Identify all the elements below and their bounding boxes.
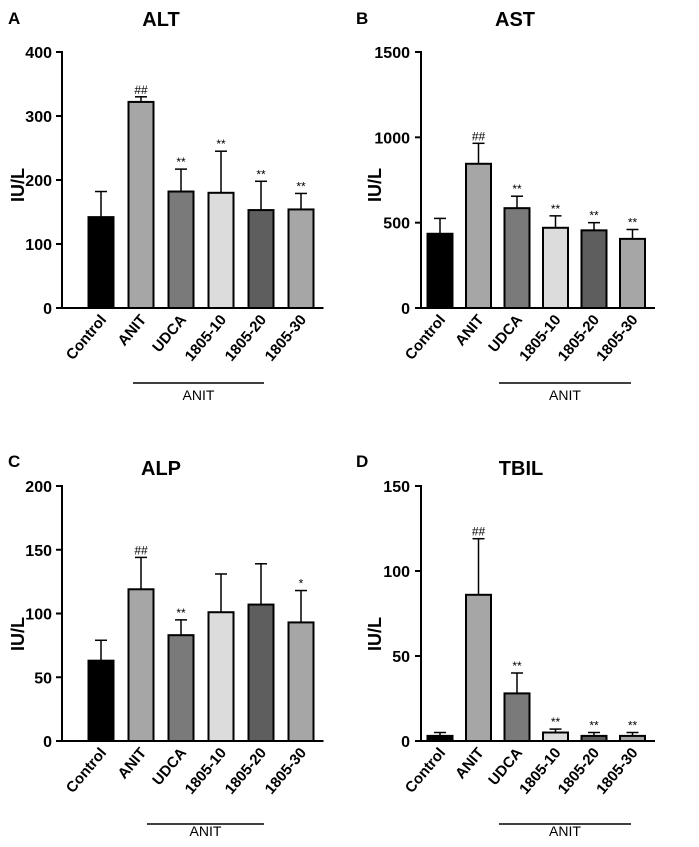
chart-title: ALT [142, 9, 179, 31]
panel-a: A ALT IU/L 0 100 200 300 400 Control ## ANIT ** UDCA… [8, 9, 324, 403]
significance-mark: ** [628, 215, 638, 229]
bar-anit [127, 588, 155, 743]
y-axis-label: IU/L [8, 617, 28, 651]
y-axis-label: IU/L [365, 168, 385, 202]
y-tick-label: 100 [25, 237, 52, 254]
significance-mark: ** [512, 182, 522, 196]
y-tick-label: 0 [43, 734, 52, 751]
bar-1805-30 [619, 237, 646, 310]
significance-mark: ** [628, 719, 638, 733]
y-axis-label: IU/L [8, 168, 28, 202]
y-tick-label: 50 [34, 670, 52, 687]
bar-1805-20 [247, 603, 275, 743]
group-label: ANIT [190, 823, 222, 839]
panel-letter: C [8, 452, 20, 471]
y-axis-label: IU/L [365, 617, 385, 651]
y-tick-label: 100 [383, 564, 410, 581]
panel-d: D TBILIU/L050100150Control##ANIT**UDCA**1… [356, 452, 655, 839]
y-tick-label: 0 [43, 301, 52, 318]
bar-1805-20 [247, 209, 275, 309]
bar-udca [167, 190, 195, 310]
y-tick-label: 100 [25, 607, 52, 624]
x-tick-label: ANIT [452, 312, 488, 350]
bar-control [87, 216, 115, 309]
significance-mark: ** [551, 715, 561, 729]
significance-mark: ** [256, 167, 266, 181]
x-tick-label: Control [63, 312, 110, 364]
bar-1805-10 [207, 611, 235, 742]
significance-mark: * [299, 577, 304, 591]
significance-mark: ** [296, 179, 306, 193]
y-tick-label: 150 [383, 479, 410, 496]
x-tick-label: UDCA [149, 745, 190, 789]
chart-title: ALP [141, 458, 181, 480]
significance-mark: ** [589, 209, 599, 223]
x-tick-label: 1805-30 [262, 745, 310, 798]
panel-letter: B [356, 9, 368, 28]
bar-1805-30 [287, 208, 315, 309]
x-tick-label: UDCA [149, 312, 190, 356]
bar-1805-10 [542, 226, 569, 309]
panel-b: B ASTIU/L050010001500Control##ANIT**UDCA*… [356, 9, 655, 403]
y-tick-label: 400 [25, 45, 52, 62]
y-tick-label: 200 [25, 173, 52, 190]
chart-title: AST [495, 9, 535, 31]
y-tick-label: 200 [25, 479, 52, 496]
significance-mark: ## [472, 129, 486, 143]
bar-control [426, 734, 454, 743]
bar-1805-20 [580, 229, 608, 309]
y-tick-label: 0 [401, 734, 410, 751]
significance-mark: ** [512, 659, 522, 673]
y-tick-label: 300 [25, 109, 52, 126]
significance-mark: ** [551, 202, 561, 216]
y-tick-label: 150 [25, 543, 52, 560]
bar-anit [127, 100, 155, 309]
x-tick-label: 1805-20 [222, 312, 270, 365]
bar-control [426, 232, 454, 309]
panel-letter: D [356, 452, 368, 471]
panel-letter: A [8, 9, 20, 28]
x-tick-label: Control [402, 745, 449, 797]
bar-anit [465, 162, 492, 309]
significance-mark: ## [134, 83, 148, 97]
x-tick-label: 1805-30 [262, 312, 310, 365]
y-tick-label: 1000 [374, 130, 410, 147]
x-tick-label: ANIT [452, 745, 488, 783]
significance-mark: ## [472, 525, 486, 539]
significance-mark: ** [216, 137, 226, 151]
bar-1805-10 [542, 731, 569, 742]
x-tick-label: 1805-10 [182, 745, 230, 798]
x-tick-label: 1805-20 [222, 745, 270, 798]
significance-mark: ** [176, 155, 186, 169]
group-label: ANIT [183, 387, 215, 403]
group-label: ANIT [549, 823, 581, 839]
panel-c: C ALPIU/L050100150200Control##ANIT**UDCA1… [8, 452, 324, 839]
bar-anit [465, 593, 492, 742]
bar-udca [167, 634, 195, 742]
bar-1805-20 [580, 734, 608, 743]
bar-1805-30 [619, 734, 646, 743]
significance-mark: ** [589, 719, 599, 733]
x-tick-label: ANIT [115, 745, 151, 783]
y-tick-label: 0 [401, 301, 410, 318]
significance-mark: ** [176, 606, 186, 620]
x-tick-label: Control [402, 312, 449, 364]
bar-1805-30 [287, 621, 315, 742]
y-tick-label: 1500 [374, 45, 410, 62]
y-tick-label: 50 [392, 649, 410, 666]
significance-mark: ## [134, 543, 148, 557]
x-tick-label: ANIT [115, 312, 151, 350]
chart-title: TBIL [499, 458, 543, 480]
bar-control [87, 659, 115, 742]
x-tick-label: 1805-30 [593, 312, 641, 365]
y-tick-label: 500 [383, 216, 410, 233]
group-label: ANIT [549, 387, 581, 403]
bar-udca [503, 692, 531, 743]
x-tick-label: 1805-30 [593, 745, 641, 798]
bar-1805-10 [207, 191, 235, 309]
bar-udca [503, 207, 531, 309]
x-tick-label: Control [63, 745, 110, 797]
x-tick-label: 1805-10 [182, 312, 230, 365]
